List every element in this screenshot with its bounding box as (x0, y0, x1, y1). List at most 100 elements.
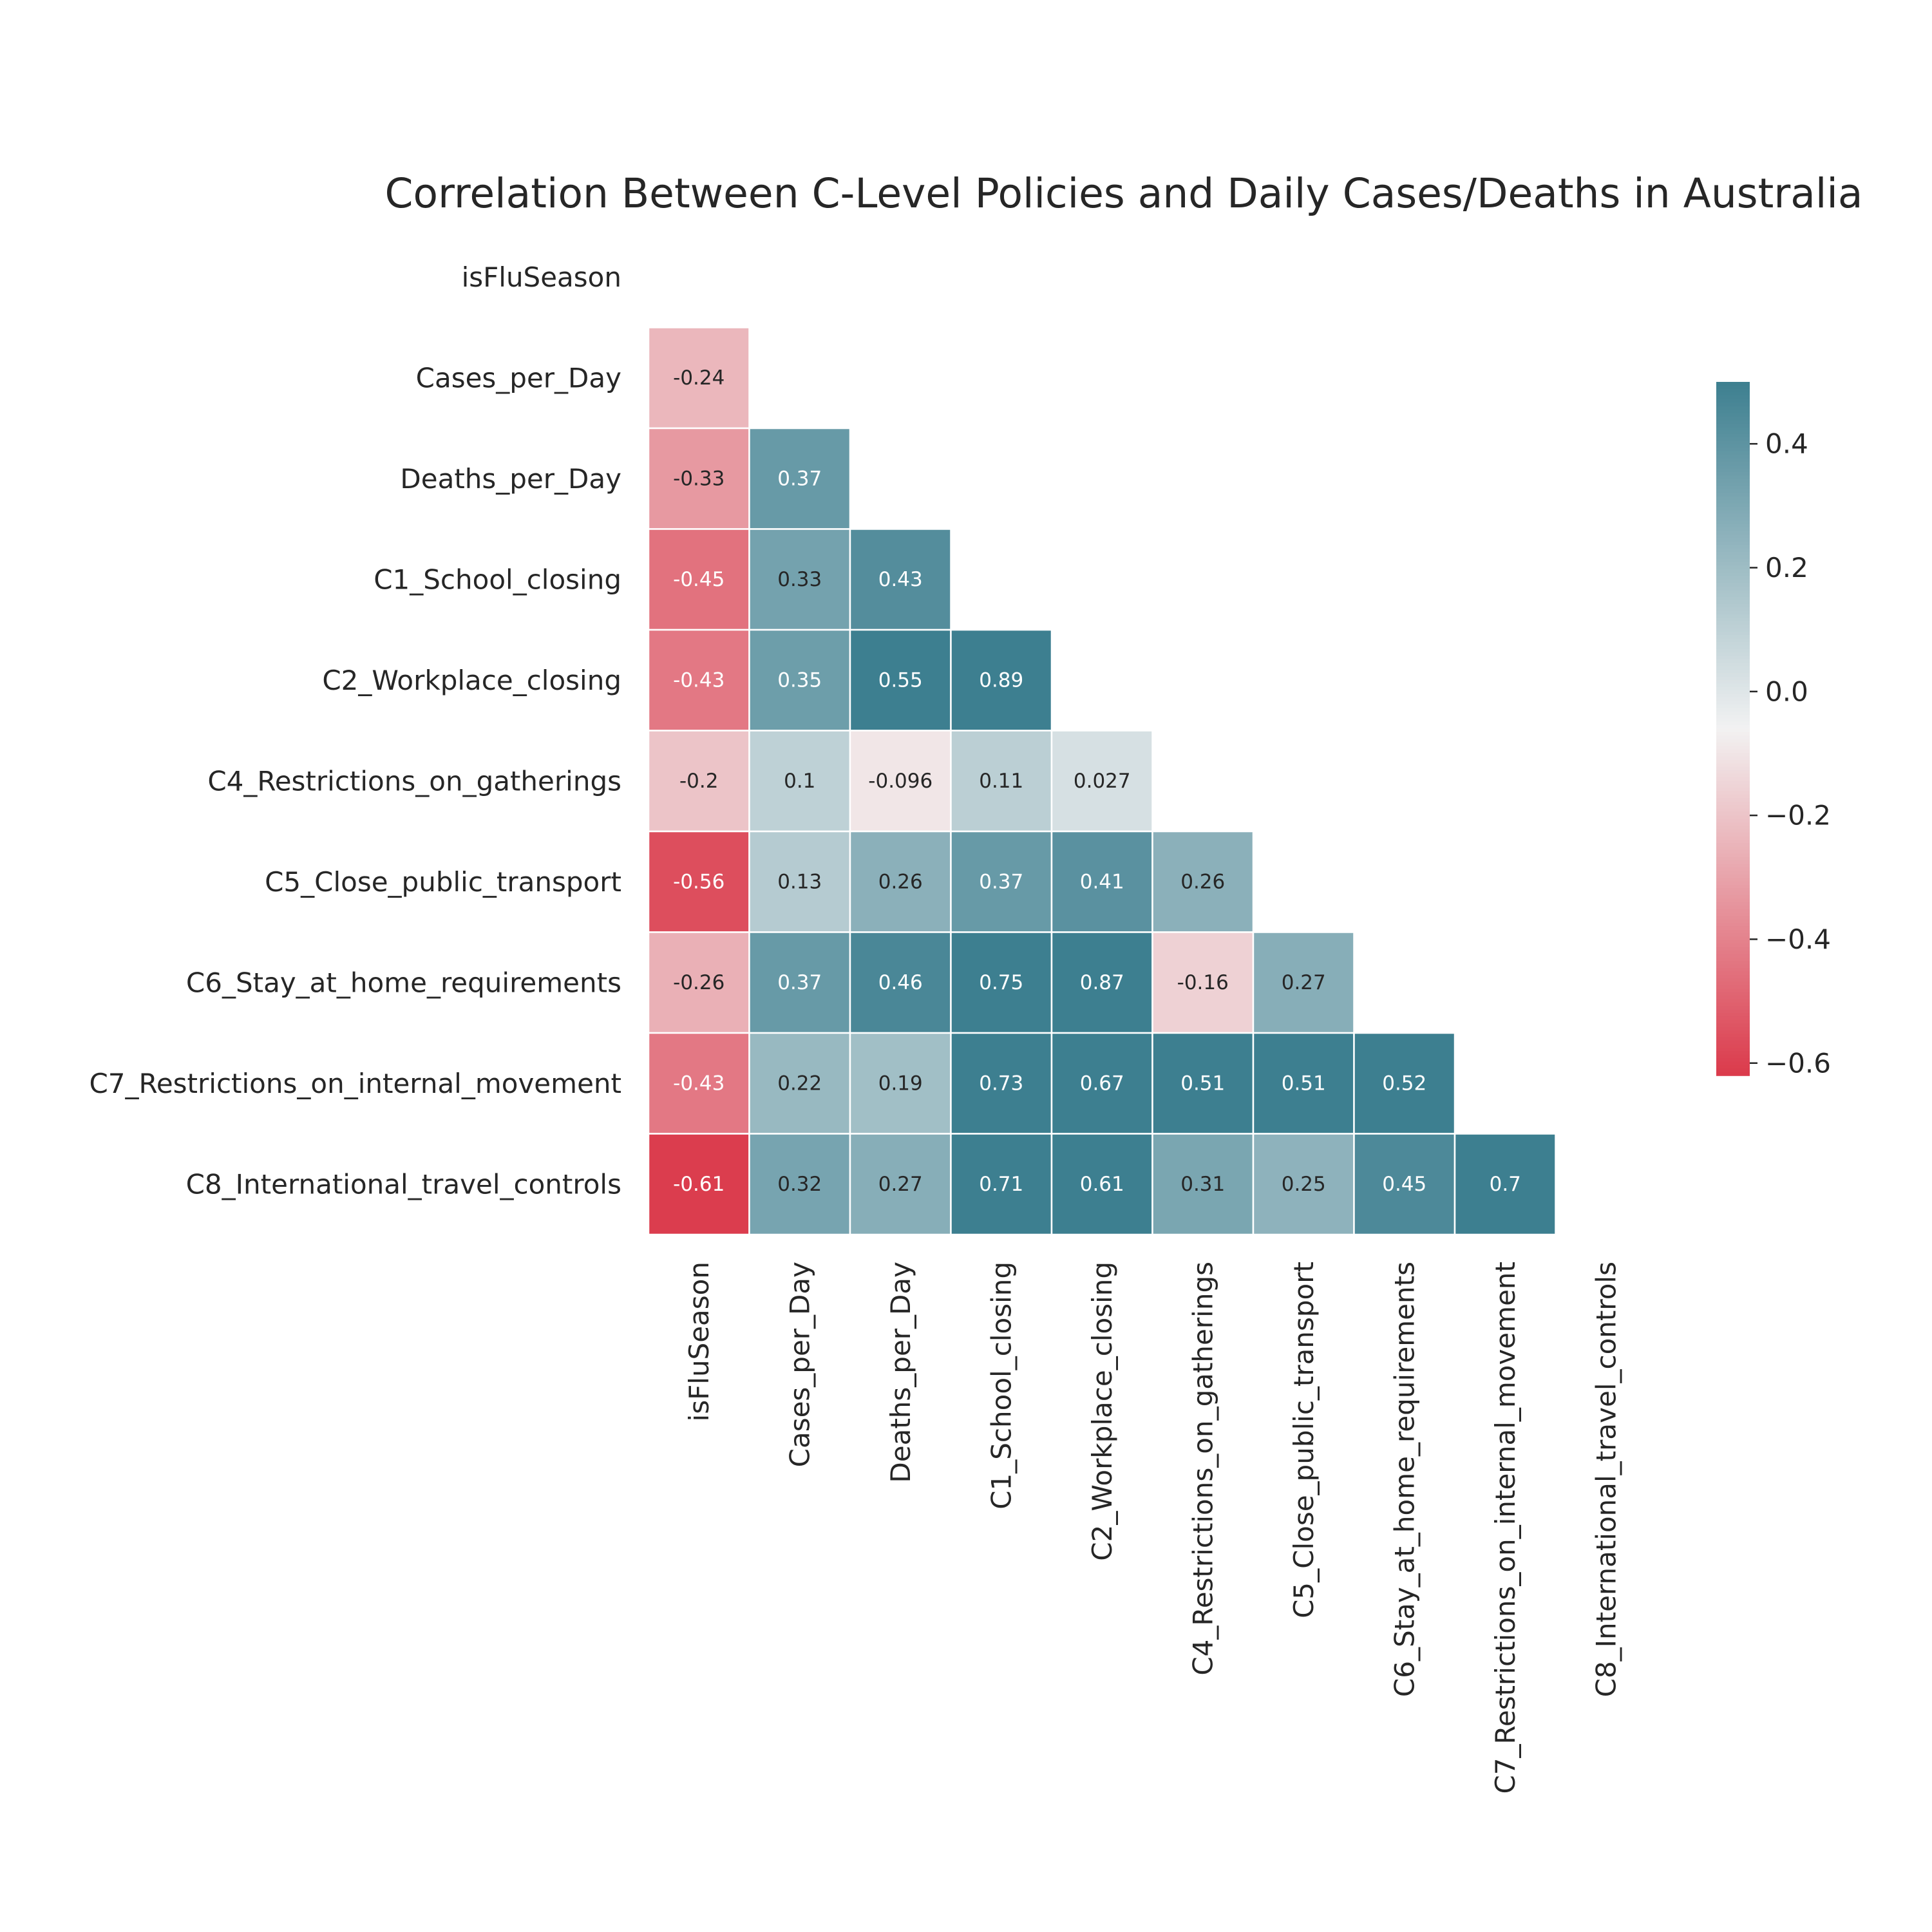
colorbar-segment (1716, 558, 1750, 563)
colorbar-segment (1716, 420, 1750, 424)
colorbar-segment (1716, 496, 1750, 500)
colorbar-segment (1716, 611, 1750, 615)
colorbar-segment (1716, 943, 1750, 948)
colorbar-tick-label: −0.6 (1765, 1047, 1831, 1079)
cell-value-label: 0.45 (1382, 1173, 1426, 1196)
colorbar-segment (1716, 895, 1750, 900)
colorbar-segment (1716, 864, 1750, 868)
colorbar-segment (1716, 728, 1750, 733)
colorbar-segment (1716, 1019, 1750, 1025)
colorbar-tick-label: 0.4 (1765, 428, 1808, 460)
colorbar-segment (1716, 1009, 1750, 1014)
colorbar-segment (1716, 763, 1750, 768)
colorbar-segment (1716, 874, 1750, 878)
heatmap-cell (647, 931, 750, 1034)
cell-value-label: 0.52 (1382, 1072, 1426, 1095)
colorbar-segment (1716, 721, 1750, 726)
heatmap-cell (647, 1032, 750, 1135)
colorbar-segment (1716, 423, 1750, 428)
colorbar-segment (1716, 486, 1750, 490)
x-tick-label: C6_Stay_at_home_requirements (1388, 1262, 1420, 1697)
heatmap-cell (1151, 931, 1255, 1034)
colorbar-segment (1716, 891, 1750, 896)
colorbar-segment (1716, 881, 1750, 886)
colorbar-segment (1716, 978, 1750, 983)
colorbar-tick-label: −0.4 (1765, 923, 1831, 955)
colorbar-segment (1716, 669, 1750, 674)
colorbar-segment (1716, 478, 1750, 483)
heatmap-cell (1050, 830, 1153, 933)
colorbar-segment (1716, 676, 1750, 681)
colorbar-segment (1716, 451, 1750, 455)
colorbar-segment (1716, 673, 1750, 677)
colorbar-segment (1716, 759, 1750, 764)
colorbar-segment (1716, 663, 1750, 667)
colorbar-segment (1716, 621, 1750, 625)
colorbar-segment (1716, 555, 1750, 560)
colorbar-segment (1716, 1002, 1750, 1007)
colorbar-segment (1716, 1037, 1750, 1041)
cell-value-label: 0.22 (777, 1072, 822, 1095)
heatmap-cell (950, 1133, 1053, 1236)
cell-value-label: -0.56 (673, 870, 724, 893)
colorbar-segment (1716, 926, 1750, 931)
colorbar-segment (1716, 652, 1750, 657)
colorbar-segment (1716, 1041, 1750, 1045)
cell-value-label: 0.31 (1180, 1173, 1225, 1196)
colorbar-segment (1716, 586, 1750, 591)
cell-value-label: -0.43 (673, 668, 724, 692)
colorbar-segment (1716, 1023, 1750, 1028)
cell-value-label: 0.26 (878, 870, 923, 893)
colorbar-segment (1716, 968, 1750, 972)
colorbar-segment (1716, 981, 1750, 986)
colorbar-segment (1716, 440, 1750, 445)
colorbar-segment (1716, 638, 1750, 643)
colorbar-segment (1716, 545, 1750, 549)
colorbar: 0.4 0.2 0.0 −0.2 −0.4 −0.6 (1716, 382, 1831, 1079)
colorbar-segment (1716, 430, 1750, 435)
colorbar-segment (1716, 989, 1750, 993)
colorbar-segment (1716, 819, 1750, 823)
colorbar-segment (1716, 743, 1750, 747)
cell-value-label: -0.096 (868, 770, 933, 793)
colorbar-segment (1716, 867, 1750, 872)
cell-value-label: 0.32 (777, 1173, 822, 1196)
y-tick-label: C8_International_travel_controls (186, 1168, 621, 1200)
cell-value-label: 0.35 (777, 668, 822, 692)
heatmap-cell (1454, 1133, 1557, 1236)
colorbar-segment (1716, 1034, 1750, 1038)
colorbar-tick-label: 0.2 (1765, 552, 1808, 583)
colorbar-segment (1716, 773, 1750, 778)
colorbar-segment (1716, 794, 1750, 799)
x-tick-label: C5_Close_public_transport (1288, 1262, 1320, 1618)
colorbar-segment (1716, 815, 1750, 820)
cell-value-label: -0.33 (673, 467, 724, 490)
colorbar-segment (1716, 808, 1750, 813)
colorbar-segment (1716, 770, 1750, 775)
heatmap-cell (748, 1133, 851, 1236)
colorbar-segment (1716, 482, 1750, 487)
cell-value-label: 0.27 (1282, 971, 1326, 994)
y-tick-label: C5_Close_public_transport (265, 866, 621, 898)
colorbar-segment (1716, 402, 1750, 407)
colorbar-segment (1716, 974, 1750, 980)
colorbar-segment (1716, 1068, 1750, 1073)
y-tick-label: C7_Restrictions_on_internal_movement (89, 1068, 621, 1099)
heatmap-cell (1151, 1133, 1255, 1236)
colorbar-segment (1716, 826, 1750, 830)
heatmap-cell-labels: -0.24 -0.33 0.37 -0.45 0.33 0.43 -0.43 0.35 0.55… (673, 366, 1521, 1196)
colorbar-segment (1716, 461, 1750, 466)
y-tick-label: C6_Stay_at_home_requirements (186, 967, 621, 998)
colorbar-segment (1716, 551, 1750, 556)
colorbar-segment (1716, 992, 1750, 996)
cell-value-label: 0.7 (1490, 1173, 1521, 1196)
colorbar-segment (1716, 860, 1750, 865)
heatmap-cell (1252, 931, 1355, 1034)
colorbar-segment (1716, 878, 1750, 882)
x-tick-label: C1_School_closing (985, 1262, 1017, 1510)
heatmap-cell (950, 830, 1053, 933)
colorbar-segment (1716, 1044, 1750, 1048)
colorbar-segment (1716, 1072, 1750, 1076)
colorbar-segment (1716, 517, 1750, 522)
cell-value-label: 0.46 (878, 971, 923, 994)
